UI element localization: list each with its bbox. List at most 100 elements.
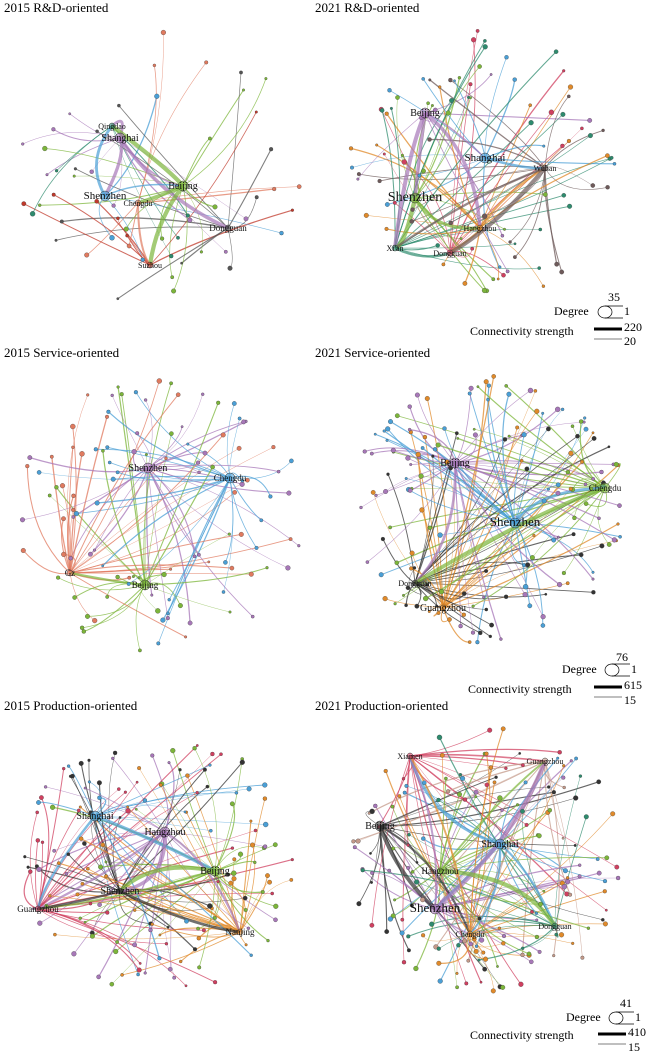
node (123, 790, 127, 794)
node (135, 431, 140, 436)
node (94, 500, 100, 506)
node (534, 934, 540, 940)
node (244, 943, 248, 947)
edge (54, 931, 241, 940)
node (538, 227, 543, 232)
node (604, 908, 608, 912)
node (560, 407, 565, 412)
edge (104, 195, 143, 260)
edge (37, 810, 129, 910)
node (59, 483, 66, 489)
node (500, 233, 505, 238)
node (144, 453, 148, 456)
node (85, 613, 90, 619)
node (580, 459, 585, 464)
node (424, 396, 430, 401)
edge (84, 787, 166, 833)
edge (394, 46, 486, 249)
node (297, 544, 301, 548)
node (115, 574, 120, 580)
node (489, 622, 494, 628)
node (481, 950, 486, 955)
node (240, 479, 245, 483)
edge (469, 767, 492, 935)
hub-link (409, 755, 438, 910)
node (438, 589, 445, 595)
edge (117, 227, 229, 300)
node (185, 213, 190, 218)
node (223, 560, 228, 565)
node (548, 109, 555, 115)
node (525, 562, 531, 568)
node (232, 857, 237, 862)
node (21, 142, 25, 146)
node (433, 107, 438, 113)
node (106, 409, 111, 414)
edge (385, 462, 456, 492)
node (489, 73, 493, 76)
edge (469, 932, 573, 944)
node (468, 385, 474, 391)
node (56, 861, 61, 866)
node (239, 759, 245, 765)
node (87, 758, 91, 762)
edge (111, 395, 149, 469)
node (601, 918, 605, 922)
node (519, 458, 524, 463)
node (599, 543, 605, 549)
node (477, 64, 482, 69)
edge (422, 760, 546, 901)
node (552, 954, 556, 958)
edge (69, 416, 108, 574)
node (276, 469, 281, 474)
edge (479, 86, 571, 229)
node (71, 493, 76, 498)
hub-node (89, 810, 101, 822)
node (138, 962, 142, 965)
edge (137, 186, 300, 204)
node (187, 620, 193, 626)
panel-rd-2015: 2015 R&D-oriented Shanghai Shenzhen Beijin… (0, 0, 320, 330)
node (133, 390, 138, 395)
edge (94, 467, 149, 551)
hub-node (114, 132, 126, 144)
node (415, 861, 419, 864)
node (560, 143, 565, 149)
node (542, 144, 546, 148)
node (459, 237, 463, 240)
node (362, 449, 367, 454)
edge (229, 460, 292, 480)
node (125, 233, 129, 238)
node (474, 944, 479, 948)
node (407, 832, 411, 837)
node (125, 808, 131, 814)
hub-label: Hangzhou (422, 866, 459, 876)
edge (442, 411, 538, 609)
edge (422, 447, 516, 524)
node (529, 959, 534, 965)
node (226, 872, 230, 877)
edge (127, 806, 241, 933)
node (208, 763, 212, 767)
hub-node (224, 224, 232, 232)
node (591, 570, 595, 574)
node (142, 798, 148, 803)
node (399, 930, 405, 936)
node (414, 392, 420, 398)
edge (402, 755, 411, 963)
node (407, 404, 412, 409)
node (219, 752, 223, 756)
node (140, 257, 145, 262)
node (606, 542, 612, 547)
edge (371, 825, 381, 883)
node (448, 77, 453, 83)
edge (239, 844, 256, 933)
node (216, 880, 220, 884)
strength-max: 410 (628, 1025, 646, 1039)
node (567, 203, 573, 209)
edge (117, 471, 231, 482)
node (455, 985, 459, 990)
node (167, 598, 171, 602)
edge (454, 462, 560, 586)
node (547, 808, 552, 813)
